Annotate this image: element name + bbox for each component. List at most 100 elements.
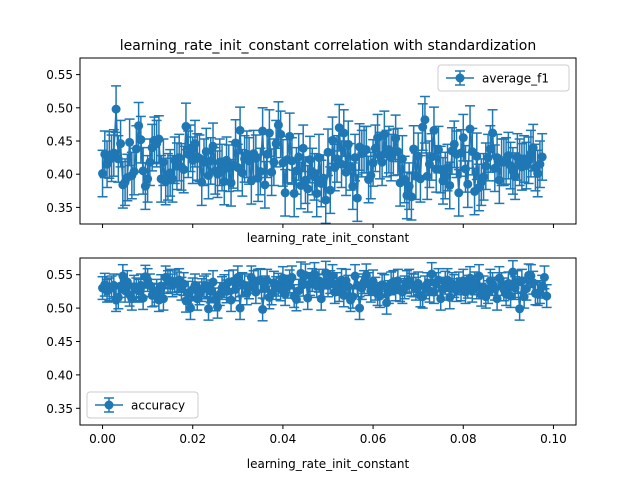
data-point [427,269,437,279]
data-point [291,294,301,304]
data-point [303,184,313,194]
data-point [445,292,455,302]
data-point [339,128,349,138]
data-point [456,148,466,158]
data-point [131,144,141,154]
data-point [206,286,216,296]
data-point [267,167,277,177]
data-point [368,158,378,168]
data-point [285,131,295,141]
data-point [479,172,489,182]
data-point [440,171,450,181]
data-point [490,163,500,173]
data-point [109,280,119,290]
data-point [298,143,308,153]
data-point [355,303,365,313]
data-point [488,128,498,138]
data-point [490,284,500,294]
data-point [377,157,387,167]
data-point [255,275,265,285]
data-point [158,294,168,304]
data-point [537,282,547,292]
x-tick-label: 0.10 [540,432,567,446]
data-point [197,177,207,187]
y-tick-label: 0.40 [46,368,73,382]
y-tick-label: 0.35 [46,201,73,215]
data-point [167,174,177,184]
data-point [328,271,338,281]
data-point [321,268,331,278]
data-point [111,104,121,114]
data-point [481,161,491,171]
data-point [122,277,132,287]
data-point [375,291,385,301]
data-point [278,273,288,283]
data-point [442,163,452,173]
data-point [143,174,153,184]
data-point [181,296,191,306]
data-point [136,135,146,145]
data-point [433,145,443,155]
legend-label: accuracy [131,399,185,413]
data-point [289,188,299,198]
data-point [384,287,394,297]
y-tick-label: 0.55 [46,268,73,282]
data-point [539,272,549,282]
data-point [445,180,455,190]
data-point [533,169,543,179]
data-point [300,270,310,280]
data-point [346,162,356,172]
x-axis-label: learning_rate_init_constant [247,457,410,471]
data-point [208,141,218,151]
data-point [519,292,529,302]
data-point [251,153,261,163]
y-tick-label: 0.55 [46,68,73,82]
data-point [506,291,516,301]
data-point [420,115,430,125]
data-point [379,129,389,139]
data-point [244,156,254,166]
y-tick-label: 0.35 [46,402,73,416]
data-point [262,149,272,159]
data-point [138,293,148,303]
data-point [492,294,502,304]
data-point [179,165,189,175]
x-tick-label: 0.02 [179,432,206,446]
data-point [361,145,371,155]
data-point [217,163,227,173]
data-point [542,291,552,301]
data-point [413,151,423,161]
data-point [260,180,270,190]
data-point [503,151,513,161]
data-point [422,171,432,181]
x-tick-label: 0.06 [360,432,387,446]
data-point [156,281,166,291]
y-tick-label: 0.45 [46,135,73,149]
data-point [138,166,148,176]
data-point [316,294,326,304]
figure-title: learning_rate_init_constant correlation … [120,38,536,54]
data-point [397,154,407,164]
legend-box [437,64,570,92]
data-point [190,139,200,149]
data-point [145,280,155,290]
data-point [269,157,279,167]
data-point [528,143,538,153]
y-tick-label: 0.45 [46,335,73,349]
data-point [521,284,531,294]
data-point [474,271,484,281]
data-point [179,279,189,289]
data-point [427,152,437,162]
data-point [535,159,545,169]
data-point [436,294,446,304]
data-point [136,280,146,290]
data-point [222,155,232,165]
data-point [424,159,434,169]
data-point [113,292,123,302]
data-point [246,176,256,186]
data-point [328,135,338,145]
x-tick-label: 0.00 [89,432,116,446]
data-point [406,192,416,202]
data-point [449,139,459,149]
y-tick-label: 0.50 [46,302,73,316]
